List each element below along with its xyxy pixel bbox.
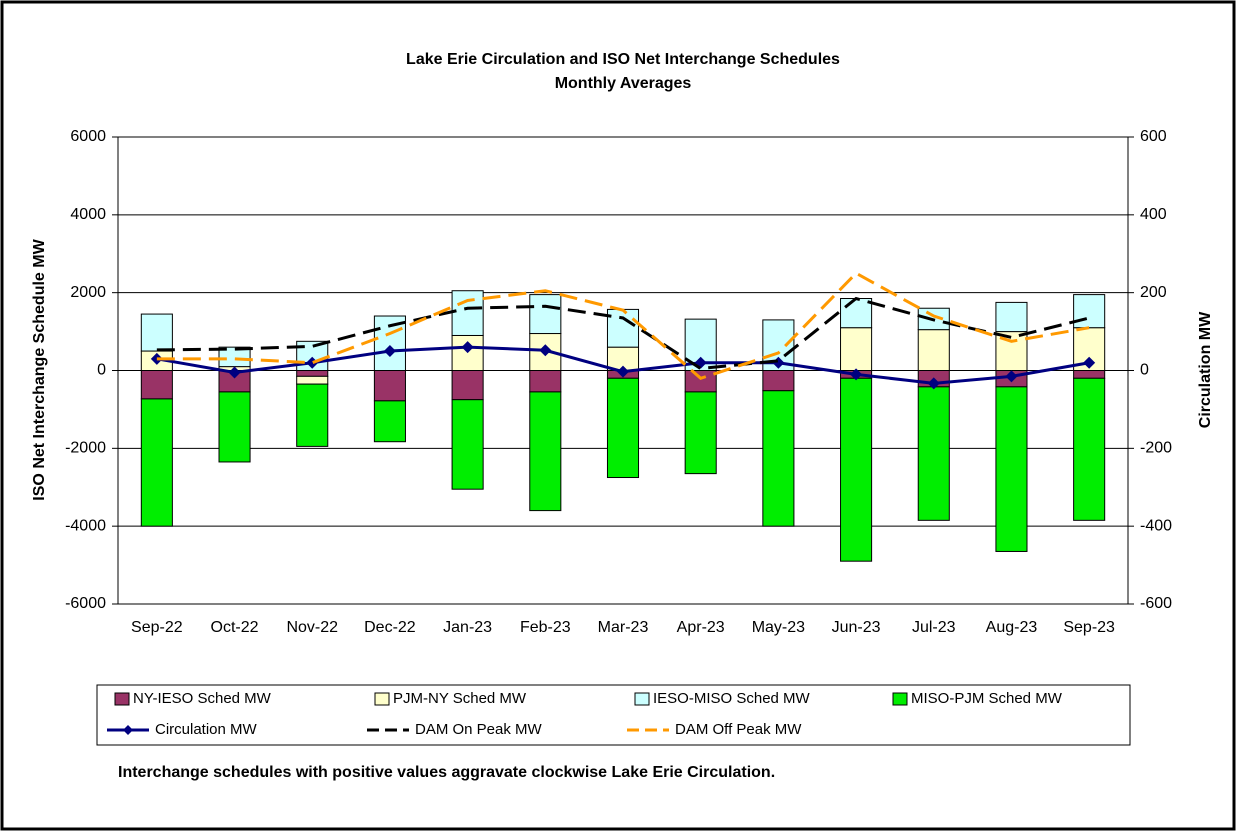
bar-segment bbox=[140, 313, 173, 352]
bar-segment bbox=[451, 290, 484, 336]
line-marker bbox=[927, 377, 940, 390]
bar-segment bbox=[451, 399, 484, 490]
chart-subtitle: Monthly Averages bbox=[555, 75, 692, 92]
line-series bbox=[156, 271, 1090, 380]
x-tick-label: Feb-23 bbox=[520, 619, 571, 636]
legend-label: MISO-PJM Sched MW bbox=[911, 690, 1063, 707]
x-tick-label: Jul-23 bbox=[912, 619, 956, 636]
x-tick-label: May-23 bbox=[752, 619, 805, 636]
footnote: Interchange schedules with positive valu… bbox=[118, 764, 775, 781]
y2-tick-label: 0 bbox=[1140, 362, 1149, 379]
y-tick-label: -2000 bbox=[65, 440, 106, 457]
line-marker bbox=[228, 366, 241, 379]
y-tick-label: 6000 bbox=[70, 128, 106, 145]
bar-segment bbox=[840, 327, 873, 372]
bar-segment bbox=[1073, 294, 1106, 329]
x-tick-label: Oct-22 bbox=[211, 619, 259, 636]
bar-segment bbox=[1073, 377, 1106, 521]
bar-segment bbox=[840, 298, 873, 329]
line-marker bbox=[539, 344, 552, 357]
y2-tick-label: 400 bbox=[1140, 206, 1167, 223]
bar-segment bbox=[917, 329, 950, 372]
line-marker bbox=[383, 345, 396, 358]
x-tick-label: Jun-23 bbox=[832, 619, 881, 636]
legend-label: DAM Off Peak MW bbox=[675, 721, 802, 738]
x-tick-label: Nov-22 bbox=[286, 619, 338, 636]
legend-swatch bbox=[374, 692, 390, 706]
x-tick-label: Jan-23 bbox=[443, 619, 492, 636]
legend-label: PJM-NY Sched MW bbox=[393, 690, 527, 707]
x-tick-label: Sep-22 bbox=[131, 619, 183, 636]
bar-segment bbox=[218, 391, 251, 463]
chart-title: Lake Erie Circulation and ISO Net Interc… bbox=[406, 51, 840, 68]
legend-marker bbox=[123, 725, 133, 735]
legend-swatch bbox=[892, 692, 908, 706]
bar-segment bbox=[373, 400, 406, 443]
bar-segment bbox=[140, 370, 173, 400]
line-marker bbox=[850, 368, 863, 381]
bar-segment bbox=[296, 370, 329, 377]
bar-segment bbox=[140, 398, 173, 527]
x-tick-label: Mar-23 bbox=[598, 619, 649, 636]
y-tick-label: 2000 bbox=[70, 284, 106, 301]
bar-segment bbox=[762, 390, 795, 527]
line-marker bbox=[1005, 370, 1018, 383]
bar-segment bbox=[529, 391, 562, 512]
x-tick-label: Dec-22 bbox=[364, 619, 416, 636]
bar-segment bbox=[762, 370, 795, 392]
legend-label: NY-IESO Sched MW bbox=[133, 690, 272, 707]
legend-label: IESO-MISO Sched MW bbox=[653, 690, 811, 707]
y2-tick-label: -600 bbox=[1140, 595, 1172, 612]
bar-segment bbox=[840, 377, 873, 562]
bar-segment bbox=[917, 386, 950, 521]
bar-segment bbox=[995, 301, 1028, 333]
legend-label: DAM On Peak MW bbox=[415, 721, 543, 738]
legend bbox=[96, 684, 1131, 746]
x-tick-label: Apr-23 bbox=[677, 619, 725, 636]
bar-segment bbox=[296, 375, 329, 385]
bar-segment bbox=[1073, 370, 1106, 379]
bar-segment bbox=[995, 386, 1028, 552]
y2-tick-label: 600 bbox=[1140, 128, 1167, 145]
y-tick-label: -4000 bbox=[65, 517, 106, 534]
bar-segment bbox=[451, 370, 484, 401]
bar-segment bbox=[684, 370, 717, 393]
line-marker bbox=[461, 341, 474, 354]
y2-axis-label: Circulation MW bbox=[1197, 311, 1214, 428]
bar-segment bbox=[529, 370, 562, 393]
legend-swatch bbox=[114, 692, 130, 706]
legend-swatch bbox=[634, 692, 650, 706]
legend-label: Circulation MW bbox=[155, 721, 258, 738]
y2-tick-label: 200 bbox=[1140, 284, 1167, 301]
y-axis-label: ISO Net Interchange Schedule MW bbox=[31, 238, 48, 500]
y2-tick-label: -400 bbox=[1140, 517, 1172, 534]
y-tick-label: 0 bbox=[97, 362, 106, 379]
line-series bbox=[156, 296, 1090, 371]
bar-segment bbox=[606, 377, 640, 479]
bar-segment bbox=[529, 294, 562, 335]
line-marker bbox=[306, 356, 319, 369]
bar-segment bbox=[296, 383, 329, 447]
y2-tick-label: -200 bbox=[1140, 440, 1172, 457]
bar-segment bbox=[606, 308, 640, 348]
x-tick-label: Sep-23 bbox=[1063, 619, 1115, 636]
line-marker bbox=[1083, 356, 1096, 369]
y-tick-label: -6000 bbox=[65, 595, 106, 612]
x-tick-label: Aug-23 bbox=[986, 619, 1038, 636]
bar-segment bbox=[373, 370, 406, 402]
line-marker bbox=[617, 365, 629, 378]
bar-segment bbox=[684, 391, 717, 475]
y-tick-label: 4000 bbox=[70, 206, 106, 223]
